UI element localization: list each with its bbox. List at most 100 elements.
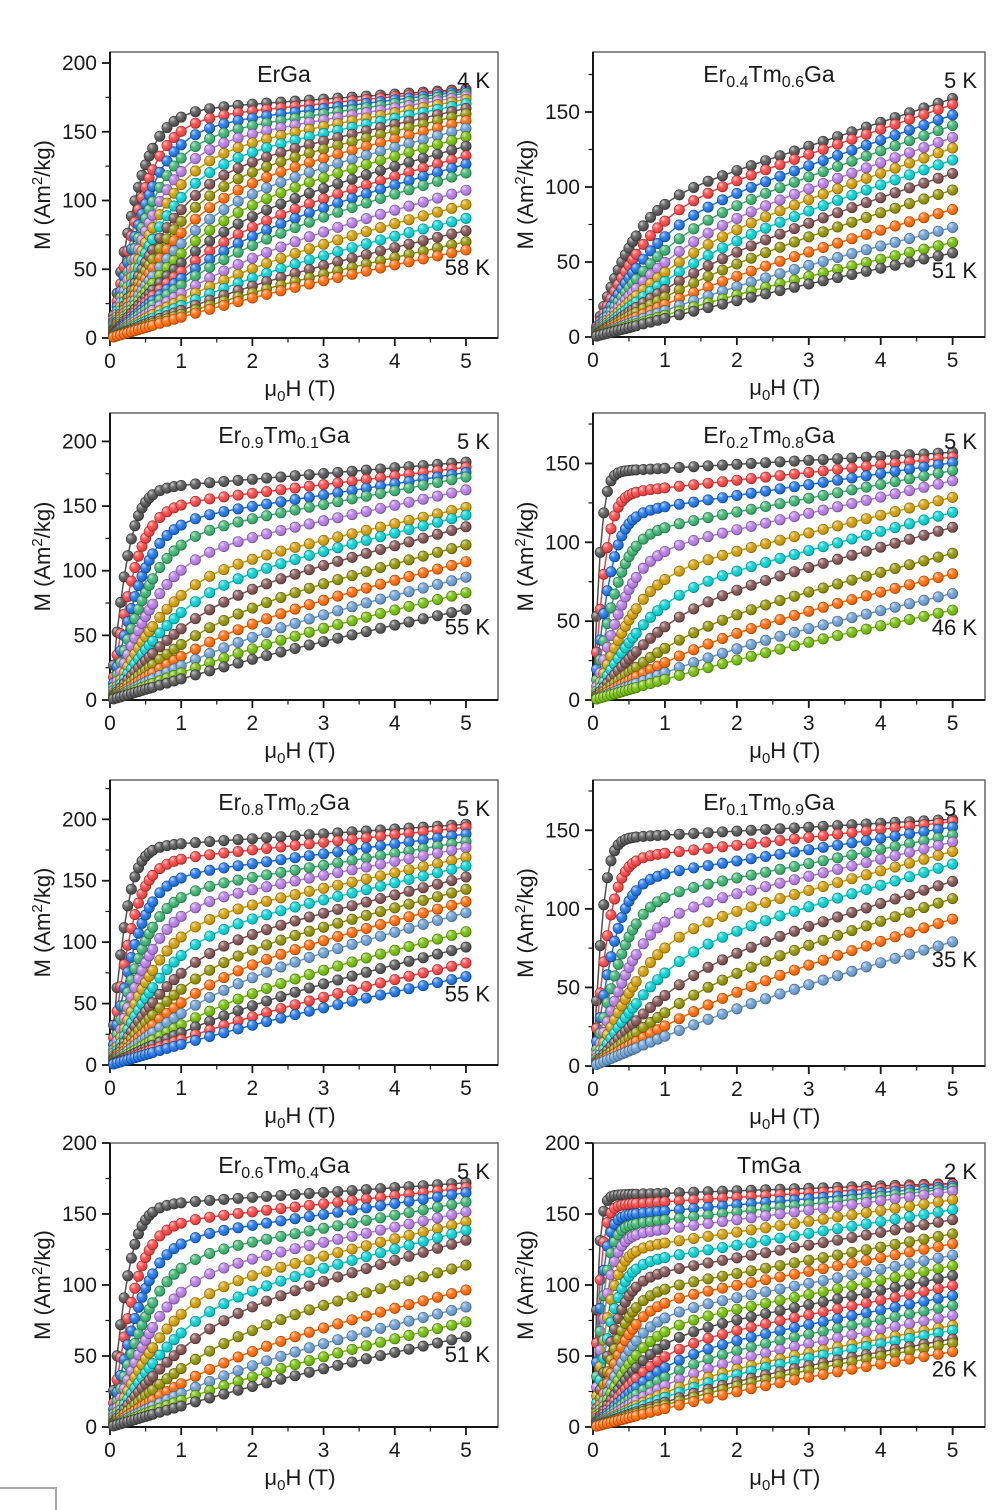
- data-marker: [232, 647, 244, 659]
- data-marker: [745, 604, 757, 616]
- data-marker: [605, 523, 617, 535]
- data-marker: [189, 129, 201, 141]
- data-marker: [403, 200, 415, 212]
- data-marker: [147, 943, 159, 955]
- data-marker: [803, 492, 815, 504]
- data-marker: [175, 564, 187, 576]
- data-marker: [360, 597, 372, 609]
- data-marker: [760, 599, 772, 611]
- data-marker: [204, 947, 216, 959]
- data-marker: [652, 204, 664, 216]
- data-marker: [374, 880, 386, 892]
- data-marker: [832, 839, 844, 851]
- data-marker: [817, 1306, 829, 1318]
- data-marker: [318, 1236, 330, 1248]
- data-marker: [903, 889, 915, 901]
- data-marker: [774, 988, 786, 1000]
- data-marker: [932, 551, 944, 563]
- data-marker: [745, 1289, 757, 1301]
- data-marker: [846, 133, 858, 145]
- data-marker: [289, 1346, 301, 1358]
- data-marker: [860, 590, 872, 602]
- data-marker: [232, 1239, 244, 1251]
- data-marker: [318, 907, 330, 919]
- data-marker: [332, 1258, 344, 1270]
- data-marker: [303, 982, 315, 994]
- data-marker: [246, 1270, 258, 1282]
- data-marker: [673, 1249, 685, 1261]
- data-marker: [289, 248, 301, 260]
- data-marker: [817, 255, 829, 267]
- data-marker: [889, 1291, 901, 1303]
- data-marker: [817, 582, 829, 594]
- x-tick-label: 0: [104, 1439, 116, 1462]
- data-marker: [760, 1338, 772, 1350]
- x-tick-label: 4: [389, 712, 401, 735]
- data-marker: [189, 1396, 201, 1408]
- data-marker: [702, 1244, 714, 1256]
- data-marker: [318, 1351, 330, 1363]
- data-marker: [446, 171, 458, 183]
- data-marker: [860, 172, 872, 184]
- data-marker: [374, 245, 386, 257]
- data-marker: [261, 1319, 273, 1331]
- data-marker: [232, 1351, 244, 1363]
- data-marker: [261, 856, 273, 868]
- data-marker: [204, 235, 216, 247]
- data-marker: [218, 1193, 230, 1205]
- data-marker: [360, 238, 372, 250]
- data-marker: [204, 587, 216, 599]
- y-tick-label: 100: [62, 1274, 97, 1297]
- data-marker: [803, 939, 815, 951]
- temp-label-last: 55 K: [445, 982, 491, 1007]
- y-tick-label: 50: [74, 1345, 97, 1368]
- data-marker: [303, 897, 315, 909]
- data-marker: [417, 196, 429, 208]
- data-marker: [204, 1248, 216, 1260]
- data-marker: [431, 192, 443, 204]
- y-tick-label: 150: [545, 1203, 580, 1226]
- data-marker: [889, 1202, 901, 1214]
- data-marker: [803, 183, 815, 195]
- data-marker: [889, 1281, 901, 1293]
- data-marker: [346, 586, 358, 598]
- data-marker: [817, 226, 829, 238]
- data-marker: [389, 1279, 401, 1291]
- data-marker: [760, 1328, 772, 1340]
- data-marker: [261, 215, 273, 227]
- data-marker: [374, 607, 386, 619]
- data-marker: [932, 897, 944, 909]
- data-marker: [745, 941, 757, 953]
- data-marker: [817, 143, 829, 155]
- data-marker: [168, 132, 180, 144]
- data-marker: [275, 176, 287, 188]
- data-marker: [431, 516, 443, 528]
- data-marker: [318, 152, 330, 164]
- data-marker: [903, 256, 915, 268]
- data-marker: [860, 1207, 872, 1219]
- data-marker: [774, 1315, 786, 1327]
- data-marker: [832, 487, 844, 499]
- data-marker: [389, 855, 401, 867]
- data-marker: [122, 1270, 134, 1282]
- data-marker: [154, 130, 166, 142]
- data-marker: [918, 253, 930, 265]
- data-marker: [332, 1206, 344, 1218]
- data-marker: [688, 479, 700, 491]
- data-marker: [932, 137, 944, 149]
- data-marker: [261, 562, 273, 574]
- data-marker: [175, 838, 187, 850]
- data-marker: [360, 505, 372, 517]
- x-tick-label: 2: [731, 349, 743, 372]
- data-marker: [817, 954, 829, 966]
- data-marker: [261, 193, 273, 205]
- data-marker: [875, 879, 887, 891]
- panel-title: ErGa: [257, 61, 311, 87]
- data-marker: [175, 967, 187, 979]
- data-marker: [417, 597, 429, 609]
- data-marker: [688, 881, 700, 893]
- data-marker: [875, 1263, 887, 1275]
- data-marker: [817, 200, 829, 212]
